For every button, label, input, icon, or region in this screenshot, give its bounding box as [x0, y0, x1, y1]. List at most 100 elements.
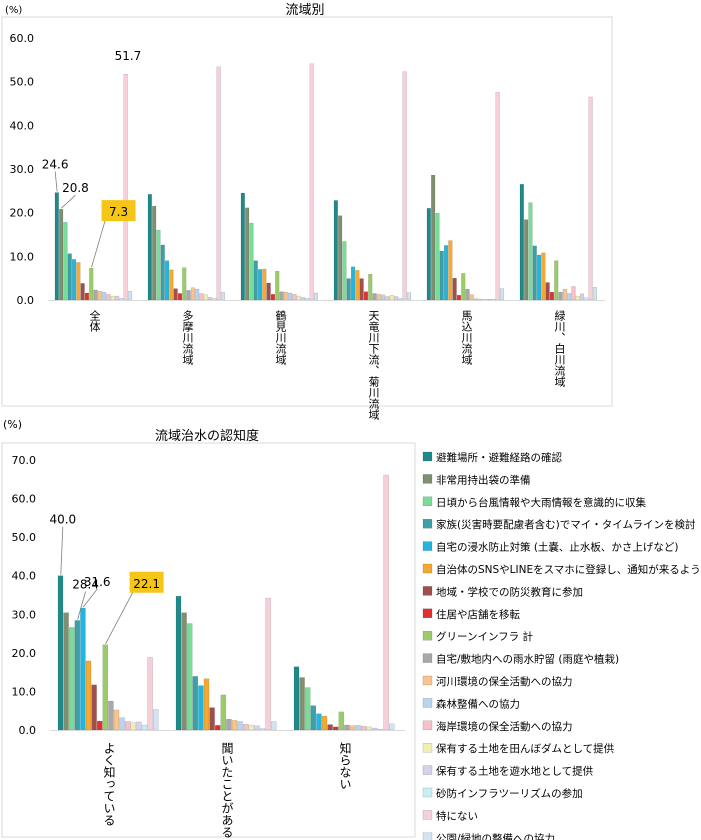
- bottom-y-tick-label: 60.0: [12, 493, 37, 506]
- bottom-bar-0-17: [152, 709, 159, 731]
- top-bar-3-17: [406, 292, 412, 301]
- legend-label: 保有する土地を遊水地として提供: [436, 765, 594, 778]
- top-bar-0-7: [84, 292, 89, 301]
- top-bar-4-9: [465, 288, 470, 301]
- bottom-bar-1-17: [271, 721, 277, 731]
- legend-swatch: [422, 496, 433, 506]
- legend-label: 地域・学校での防災教育に参加: [436, 585, 583, 598]
- top-bar-5-8: [554, 260, 559, 301]
- top-bar-2-9: [279, 291, 284, 301]
- top-bar-4-16: [495, 91, 500, 301]
- bottom-bar-1-0: [175, 595, 182, 731]
- top-y-tick-label: 60.0: [10, 32, 35, 45]
- bottom-data-label: 40.0: [49, 513, 76, 527]
- top-bar-0-15: [119, 298, 124, 301]
- top-bar-2-3: [253, 260, 258, 301]
- bottom-data-label: 28.4: [72, 577, 99, 591]
- top-bar-1-6: [173, 288, 178, 301]
- top-bar-0-11: [102, 291, 107, 301]
- top-y-tick-label: 50.0: [10, 76, 35, 89]
- top-bar-3-13: [389, 294, 394, 301]
- top-bar-1-2: [156, 229, 161, 301]
- bottom-bar-0-12: [124, 721, 131, 731]
- legend-swatch: [422, 743, 433, 753]
- bottom-bar-2-2: [305, 687, 311, 731]
- top-data-label: 20.8: [62, 181, 89, 195]
- top-bar-1-16: [216, 66, 221, 301]
- bottom-bar-1-4: [198, 685, 204, 731]
- top-bar-2-7: [270, 294, 276, 301]
- top-bar-4-6: [452, 277, 457, 301]
- top-bar-5-15: [584, 297, 589, 301]
- legend-swatch: [422, 451, 433, 462]
- legend-swatch: [422, 765, 433, 775]
- legend-swatch: [422, 474, 433, 484]
- top-category-label: 馬込川流域: [460, 310, 473, 365]
- top-bar-3-2: [342, 241, 347, 301]
- top-bar-5-11: [567, 293, 572, 301]
- top-category-label: 全体: [88, 309, 101, 332]
- top-bar-0-13: [110, 295, 115, 301]
- legend-swatch: [422, 810, 433, 820]
- top-label-leader: [61, 194, 76, 209]
- bottom-bar-0-11: [119, 717, 125, 731]
- top-bar-5-5: [541, 252, 546, 301]
- top-bar-0-3: [67, 253, 72, 301]
- bottom-label-leader: [60, 526, 64, 575]
- bottom-bar-0-8: [102, 644, 109, 731]
- legend-label: 河川環境の保全活動への協力: [436, 675, 573, 688]
- legend-label: 住居や店舗を移転: [436, 608, 520, 621]
- bottom-bar-1-12: [242, 724, 249, 731]
- top-chart-title: 流域別: [285, 3, 324, 18]
- top-bar-0-10: [97, 291, 102, 301]
- legend-label: 自宅/敷地内への雨水貯留 (雨庭や植栽): [436, 653, 619, 666]
- bottom-bar-1-9: [226, 719, 232, 731]
- top-bar-3-4: [351, 266, 356, 301]
- top-bar-2-12: [292, 294, 297, 301]
- bottom-bar-0-6: [91, 684, 97, 731]
- top-bar-5-17: [592, 287, 597, 301]
- bottom-label-leader: [82, 588, 98, 608]
- top-bar-0-4: [71, 259, 77, 301]
- top-bar-1-15: [212, 298, 217, 301]
- top-bar-1-3: [160, 244, 165, 301]
- top-category-label: 天竜川下流、菊川流域: [367, 310, 380, 420]
- top-label-highlight: [101, 200, 136, 222]
- top-category-label: 緑川、白川流域: [553, 309, 566, 387]
- top-bar-2-2: [249, 222, 254, 301]
- bottom-bar-0-0: [57, 575, 64, 731]
- bottom-category-label: 聞いたことがある: [220, 742, 234, 838]
- legend-swatch: [422, 608, 433, 618]
- top-y-tick-label: 40.0: [10, 119, 35, 132]
- top-bar-0-17: [127, 291, 133, 301]
- legend-label: 自治体のSNSやLINEをスマホに登録し、通知が来るようにした: [436, 563, 701, 576]
- top-bar-1-13: [203, 294, 208, 301]
- top-bar-3-5: [355, 270, 360, 301]
- bottom-bar-1-5: [203, 678, 210, 731]
- bottom-chart-title: 流域治水の認知度: [155, 428, 259, 444]
- top-bar-4-15: [491, 298, 496, 301]
- bottom-y-tick-label: 30.0: [12, 608, 37, 621]
- legend-swatch: [422, 541, 433, 551]
- bottom-bar-2-13: [366, 726, 372, 731]
- top-bar-3-0: [333, 200, 338, 301]
- top-bar-4-13: [482, 298, 487, 301]
- legend-label: 非常用持出袋の準備: [436, 473, 531, 486]
- bottom-category-label: 知らない: [338, 742, 352, 790]
- top-y-axis: 0.0 10.0 20.0 30.0 40.0 50.0 60.0: [10, 32, 35, 307]
- top-bar-4-14: [487, 298, 492, 301]
- top-bar-2-6: [266, 282, 271, 301]
- bottom-bar-1-8: [220, 694, 227, 731]
- bottom-y-tick-label: 50.0: [12, 531, 37, 544]
- legend-swatch: [422, 698, 433, 708]
- legend-label: 森林整備への協力: [436, 697, 520, 710]
- bottom-bar-2-14: [372, 727, 378, 731]
- top-bar-1-0: [147, 194, 152, 301]
- bottom-category-label: よく知っている: [102, 742, 116, 826]
- bottom-bar-0-3: [74, 620, 81, 731]
- top-bar-1-11: [195, 288, 200, 301]
- bottom-data-label: 22.1: [133, 577, 160, 591]
- legend-swatch: [422, 832, 433, 840]
- bottom-bar-0-13: [130, 722, 137, 731]
- top-bar-5-13: [575, 295, 580, 301]
